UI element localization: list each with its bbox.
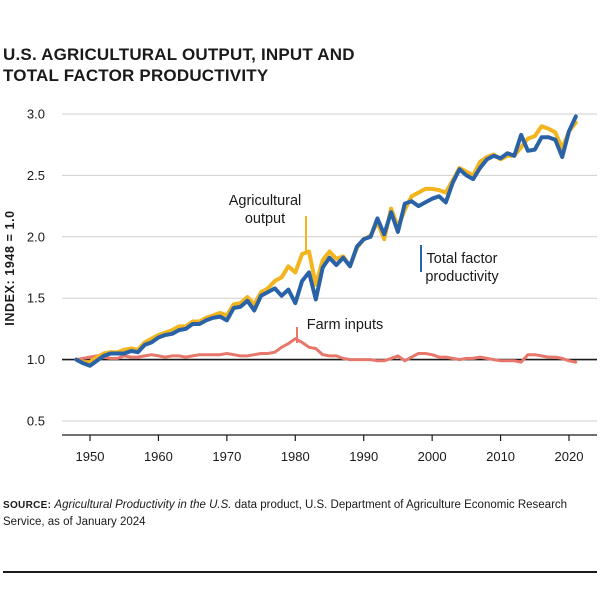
- chart-title-line-1: U.S. AGRICULTURAL OUTPUT, INPUT AND: [3, 45, 355, 64]
- series-label: productivity: [425, 269, 499, 285]
- gridlines: [62, 113, 597, 422]
- y-tick-label: 3.0: [27, 107, 45, 122]
- source-label: SOURCE:: [3, 500, 52, 511]
- x-tick-label: 1970: [212, 449, 241, 464]
- x-tick-label: 2020: [555, 449, 584, 464]
- y-tick-label: 2.5: [27, 168, 45, 183]
- y-axis-title: INDEX: 1948 = 1.0: [3, 210, 17, 325]
- series-labels: Agricultural output Total factor productivi…: [229, 193, 499, 343]
- x-tick-label: 1960: [144, 449, 173, 464]
- source-note: SOURCE: Agricultural Productivity in the…: [3, 497, 573, 530]
- x-tick-label: 1980: [281, 449, 310, 464]
- chart-title-line-2: TOTAL FACTOR PRODUCTIVITY: [3, 66, 269, 85]
- x-tick-label: 1950: [76, 449, 105, 464]
- axes: 0.5 1.0 1.5 2.0 2.5 3.0 INDEX: 1948 = 1.0 1950 1…: [3, 107, 597, 464]
- x-tick-label: 2010: [486, 449, 515, 464]
- source-text: data product, U.S. Department of Agricul…: [3, 499, 568, 528]
- series-lines: [74, 114, 578, 368]
- y-tick-label: 1.0: [27, 352, 45, 367]
- chart-title: U.S. AGRICULTURAL OUTPUT, INPUT AND TOTA…: [3, 44, 563, 86]
- y-tick-label: 0.5: [27, 414, 45, 429]
- bottom-rule: [3, 571, 597, 573]
- x-tick-label: 2000: [418, 449, 447, 464]
- series-label: Total factor: [427, 251, 498, 267]
- series-label: Agricultural: [229, 193, 302, 209]
- source-title: Agricultural Productivity in the U.S.: [54, 499, 232, 511]
- series-line-total-factor-productivity: [74, 114, 578, 368]
- series-label: Farm inputs: [307, 317, 384, 333]
- x-tick-label: 1990: [349, 449, 378, 464]
- series-label: output: [245, 211, 285, 227]
- y-tick-label: 1.5: [27, 291, 45, 306]
- series-line-farm-inputs: [74, 337, 578, 364]
- y-tick-label: 2.0: [27, 229, 45, 244]
